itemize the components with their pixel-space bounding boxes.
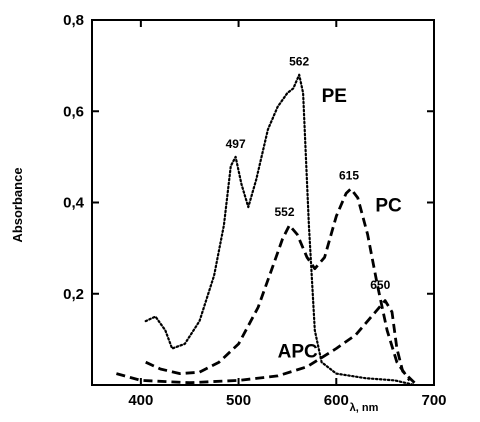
series-label-pe: PE (322, 86, 347, 107)
y-axis-title: Absorbance (10, 167, 25, 242)
x-axis-title: λ, nm (350, 402, 379, 414)
y-axis-ticks: 0,2 0,4 0,6 0,8 (63, 12, 434, 303)
y-tick-label: 0,6 (63, 103, 84, 120)
series-label-apc: APC (278, 342, 318, 363)
x-axis-ticks: 400 500 600 700 (128, 20, 447, 409)
peak-label: 552 (274, 205, 294, 219)
series-lines (116, 73, 416, 387)
peak-label: 562 (289, 55, 309, 69)
y-tick-label: 0,8 (63, 12, 84, 29)
series-labels: PE PC APC (278, 86, 402, 363)
series-line-pe (144, 73, 416, 387)
series-label-pc: PC (375, 196, 402, 217)
x-tick-label: 700 (421, 392, 446, 409)
y-tick-label: 0,2 (63, 286, 84, 303)
peak-label: 615 (339, 169, 359, 183)
series-line-apc (116, 299, 416, 385)
x-tick-label: 400 (128, 392, 153, 409)
peak-label: 497 (226, 137, 246, 151)
peak-annotations: 562 497 552 615 650 (226, 55, 391, 293)
x-tick-label: 600 (324, 392, 349, 409)
series-line-pc (145, 187, 411, 382)
peak-label: 650 (370, 278, 390, 292)
y-tick-label: 0,4 (63, 195, 85, 212)
x-tick-label: 500 (226, 392, 251, 409)
